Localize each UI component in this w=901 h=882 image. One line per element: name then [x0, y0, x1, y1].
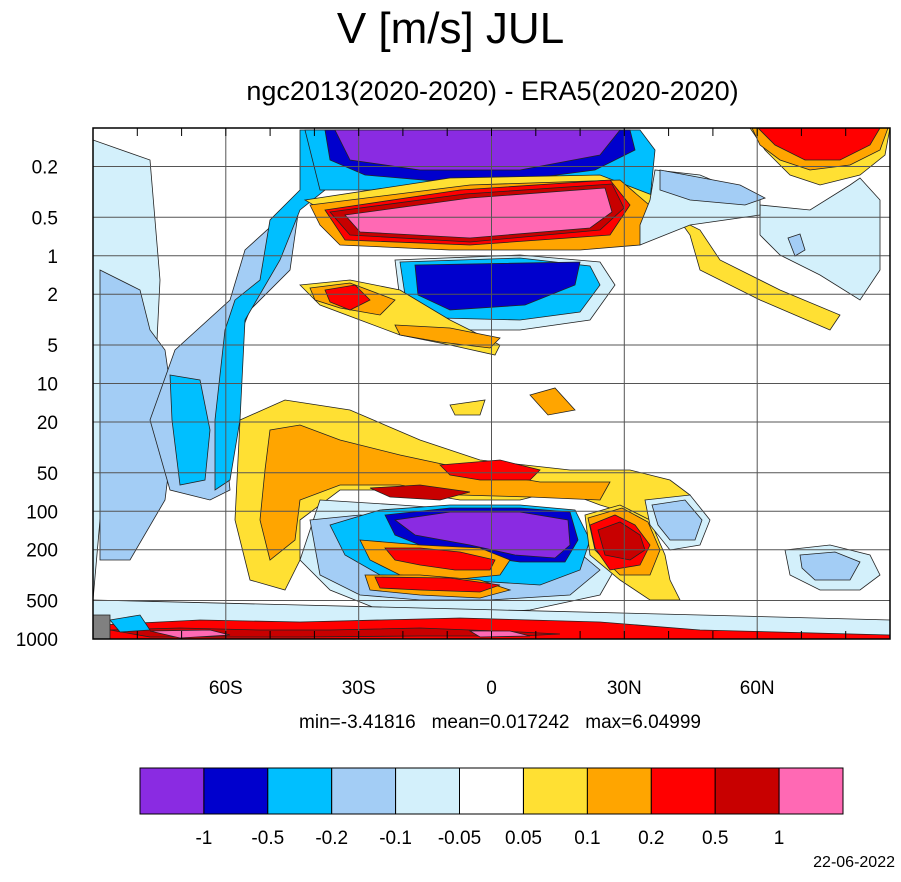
colorbar-label: -0.5 [251, 828, 284, 849]
contour-region-orange [394, 324, 501, 349]
contour-region-pink [344, 187, 613, 239]
colorbar-label: 0.1 [574, 828, 600, 849]
colorbar-label: -1 [195, 828, 212, 849]
colorbar-swatch [714, 767, 780, 815]
date-stamp: 22-06-2022 [813, 854, 895, 871]
y-tick-label: 20 [37, 413, 58, 434]
chart-subtitle: ngc2013(2020-2020) - ERA5(2020-2020) [246, 76, 739, 106]
colorbar-swatch [139, 767, 205, 815]
colorbar-swatch [650, 767, 716, 815]
colorbar-label: -0.1 [379, 828, 412, 849]
colorbar-swatch [267, 767, 333, 815]
contour-region-orange [529, 387, 576, 416]
grid-lines [93, 128, 890, 640]
stats-text: min=-3.41816 mean=0.017242 max=6.04999 [299, 712, 701, 733]
y-tick-label: 1000 [16, 630, 58, 651]
contour-region-grey [93, 614, 111, 639]
y-tick-label: 1 [47, 247, 58, 268]
chart-title: V [m/s] JUL [336, 4, 565, 53]
contour-fields [93, 128, 890, 639]
contour-region-red [439, 459, 541, 481]
colorbar-swatch [523, 767, 588, 815]
y-tick-label: 5 [47, 336, 58, 357]
y-tick-label: 200 [26, 541, 58, 562]
contour-region-deepskyblue [109, 614, 151, 633]
y-tick-label: 100 [26, 502, 58, 523]
y-tick-label: 500 [26, 592, 58, 613]
contour-region-darkred [369, 484, 471, 501]
contour-region-red [757, 128, 881, 161]
colorbar: -1 -0.5 -0.2 -0.1 -0.05 0.05 0.1 0.2 0.5 1 [139, 767, 844, 849]
colorbar-label: 1 [774, 828, 785, 849]
y-axis: 0.2 0.5 1 2 5 10 20 50 100 200 500 1000 [16, 158, 58, 652]
contour-region-darkblue [414, 261, 581, 311]
y-tick-label: 2 [47, 285, 58, 306]
x-tick-label: 30S [342, 678, 376, 699]
y-tick-label: 0.2 [32, 158, 58, 179]
contour-region-pink [149, 629, 231, 639]
contour-region-deepskyblue [169, 374, 211, 486]
y-tick-label: 10 [37, 375, 58, 396]
contour-region-lightskyblue [651, 499, 703, 541]
colorbar-label: 0.5 [702, 828, 728, 849]
colorbar-swatch [203, 767, 269, 815]
colorbar-swatch [459, 767, 524, 815]
x-tick-label: 60N [740, 678, 775, 699]
colorbar-label: -0.2 [315, 828, 348, 849]
plot-frame [92, 127, 891, 640]
y-tick-label: 0.5 [32, 208, 58, 229]
contour-region-lightskyblue [659, 169, 767, 206]
contour-region-paleblue [759, 177, 881, 301]
colorbar-swatch [331, 767, 397, 815]
y-tick-label: 50 [37, 464, 58, 485]
colorbar-label: 0.05 [505, 828, 542, 849]
contour-region-purple [334, 129, 621, 171]
contour-region-purple [393, 511, 571, 559]
contour-region-red [374, 576, 501, 593]
colorbar-swatch [586, 767, 652, 815]
x-tick-label: 30N [607, 678, 642, 699]
contour-region-lightskyblue [799, 551, 861, 581]
colorbar-label: 0.2 [638, 828, 664, 849]
colorbar-swatch [395, 767, 461, 815]
x-axis: 60S 30S 0 30N 60N [209, 678, 775, 699]
x-tick-label: 0 [486, 678, 497, 699]
colorbar-swatch [778, 767, 844, 815]
contour-region-gold [449, 399, 486, 416]
x-tick-label: 60S [209, 678, 243, 699]
colorbar-label: -0.05 [438, 828, 481, 849]
contour-region-pink [468, 630, 531, 638]
contour-region-orange [259, 424, 611, 561]
contour-region-lightskyblue [787, 233, 806, 257]
